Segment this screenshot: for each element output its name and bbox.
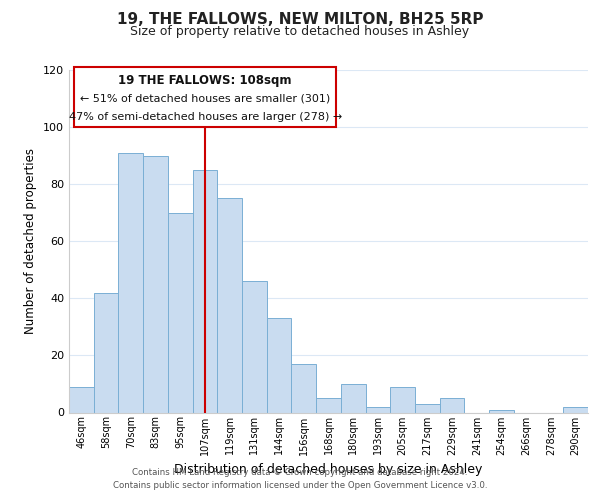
- Bar: [316, 398, 341, 412]
- Bar: [94, 292, 118, 412]
- Bar: [267, 318, 292, 412]
- Text: 19 THE FALLOWS: 108sqm: 19 THE FALLOWS: 108sqm: [118, 74, 292, 87]
- Bar: [217, 198, 242, 412]
- Bar: [341, 384, 365, 412]
- Bar: [168, 212, 193, 412]
- Bar: [193, 170, 217, 412]
- Bar: [415, 404, 440, 412]
- Bar: [489, 410, 514, 412]
- Bar: [292, 364, 316, 412]
- Text: Size of property relative to detached houses in Ashley: Size of property relative to detached ho…: [130, 25, 470, 38]
- Bar: [69, 387, 94, 412]
- X-axis label: Distribution of detached houses by size in Ashley: Distribution of detached houses by size …: [175, 463, 482, 476]
- Text: Contains HM Land Registry data © Crown copyright and database right 2024.: Contains HM Land Registry data © Crown c…: [132, 468, 468, 477]
- Text: 47% of semi-detached houses are larger (278) →: 47% of semi-detached houses are larger (…: [68, 112, 342, 122]
- Bar: [563, 407, 588, 412]
- Text: ← 51% of detached houses are smaller (301): ← 51% of detached houses are smaller (30…: [80, 94, 331, 104]
- FancyBboxPatch shape: [74, 66, 336, 126]
- Text: Contains public sector information licensed under the Open Government Licence v3: Contains public sector information licen…: [113, 480, 487, 490]
- Bar: [143, 156, 168, 412]
- Bar: [440, 398, 464, 412]
- Bar: [365, 407, 390, 412]
- Bar: [390, 387, 415, 412]
- Bar: [242, 281, 267, 412]
- Y-axis label: Number of detached properties: Number of detached properties: [25, 148, 37, 334]
- Text: 19, THE FALLOWS, NEW MILTON, BH25 5RP: 19, THE FALLOWS, NEW MILTON, BH25 5RP: [117, 12, 483, 28]
- Bar: [118, 153, 143, 412]
